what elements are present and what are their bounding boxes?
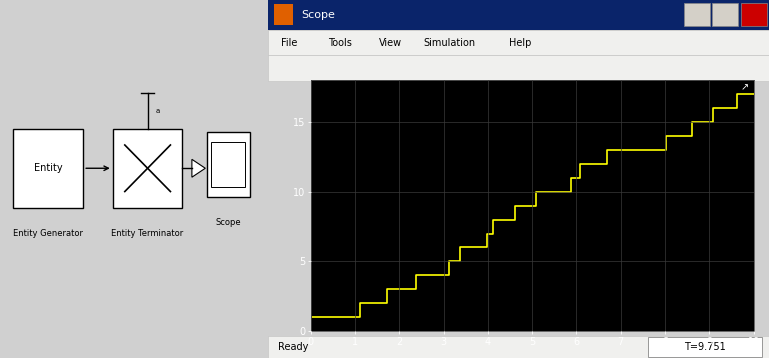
Bar bbox=[268, 0, 769, 30]
Text: Ready: Ready bbox=[278, 342, 309, 352]
Bar bbox=[211, 142, 245, 187]
Bar bbox=[712, 3, 738, 26]
Bar bbox=[268, 55, 769, 81]
Bar bbox=[268, 30, 769, 55]
Bar bbox=[113, 129, 182, 208]
Bar bbox=[275, 4, 294, 25]
Bar bbox=[684, 3, 710, 26]
Text: Simulation: Simulation bbox=[424, 38, 476, 48]
Bar bbox=[13, 129, 83, 208]
Text: Scope: Scope bbox=[215, 218, 241, 227]
Text: T=9.751: T=9.751 bbox=[684, 342, 726, 352]
Text: Help: Help bbox=[508, 38, 531, 48]
Text: Entity: Entity bbox=[34, 163, 62, 173]
Text: Entity Terminator: Entity Terminator bbox=[112, 229, 184, 238]
Polygon shape bbox=[192, 159, 205, 177]
Bar bbox=[268, 336, 769, 358]
FancyBboxPatch shape bbox=[647, 337, 763, 357]
Text: ↗: ↗ bbox=[741, 83, 749, 93]
Text: File: File bbox=[281, 38, 298, 48]
Text: Entity Generator: Entity Generator bbox=[13, 229, 83, 238]
Text: a: a bbox=[155, 108, 160, 114]
Bar bbox=[207, 132, 250, 197]
Text: Tools: Tools bbox=[328, 38, 352, 48]
Text: View: View bbox=[378, 38, 401, 48]
Text: Scope: Scope bbox=[301, 10, 335, 20]
Bar bbox=[741, 3, 767, 26]
